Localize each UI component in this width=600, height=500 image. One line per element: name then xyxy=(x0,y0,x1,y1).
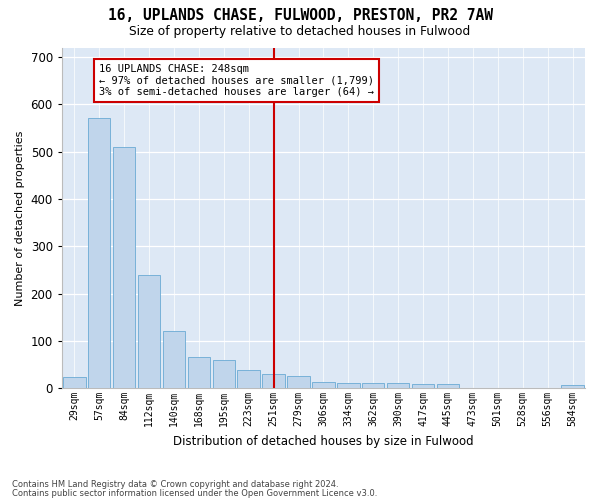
Bar xyxy=(63,378,86,388)
Text: 16 UPLANDS CHASE: 248sqm
← 97% of detached houses are smaller (1,799)
3% of semi: 16 UPLANDS CHASE: 248sqm ← 97% of detach… xyxy=(99,64,374,98)
Text: 16, UPLANDS CHASE, FULWOOD, PRESTON, PR2 7AW: 16, UPLANDS CHASE, FULWOOD, PRESTON, PR2… xyxy=(107,8,493,22)
Text: Contains public sector information licensed under the Open Government Licence v3: Contains public sector information licen… xyxy=(12,489,377,498)
Bar xyxy=(163,332,185,388)
Bar xyxy=(312,382,335,388)
X-axis label: Distribution of detached houses by size in Fulwood: Distribution of detached houses by size … xyxy=(173,434,474,448)
Bar xyxy=(562,385,584,388)
Bar xyxy=(387,384,409,388)
Bar xyxy=(362,384,385,388)
Bar xyxy=(238,370,260,388)
Bar xyxy=(437,384,459,388)
Bar xyxy=(262,374,285,388)
Bar xyxy=(138,274,160,388)
Bar xyxy=(188,358,210,388)
Y-axis label: Number of detached properties: Number of detached properties xyxy=(15,130,25,306)
Bar xyxy=(88,118,110,388)
Bar xyxy=(113,147,136,388)
Bar xyxy=(287,376,310,388)
Bar xyxy=(212,360,235,388)
Bar xyxy=(337,384,359,388)
Text: Contains HM Land Registry data © Crown copyright and database right 2024.: Contains HM Land Registry data © Crown c… xyxy=(12,480,338,489)
Text: Size of property relative to detached houses in Fulwood: Size of property relative to detached ho… xyxy=(130,25,470,38)
Bar xyxy=(412,384,434,388)
